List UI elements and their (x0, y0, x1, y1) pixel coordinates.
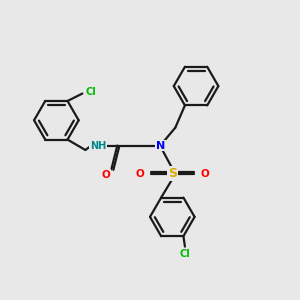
Text: Cl: Cl (85, 87, 96, 97)
Text: O: O (102, 170, 110, 180)
Text: S: S (168, 167, 177, 180)
Text: Cl: Cl (179, 249, 190, 259)
Text: N: N (156, 140, 165, 151)
Text: NH: NH (90, 140, 106, 151)
Text: O: O (136, 169, 145, 179)
Text: O: O (200, 169, 209, 179)
